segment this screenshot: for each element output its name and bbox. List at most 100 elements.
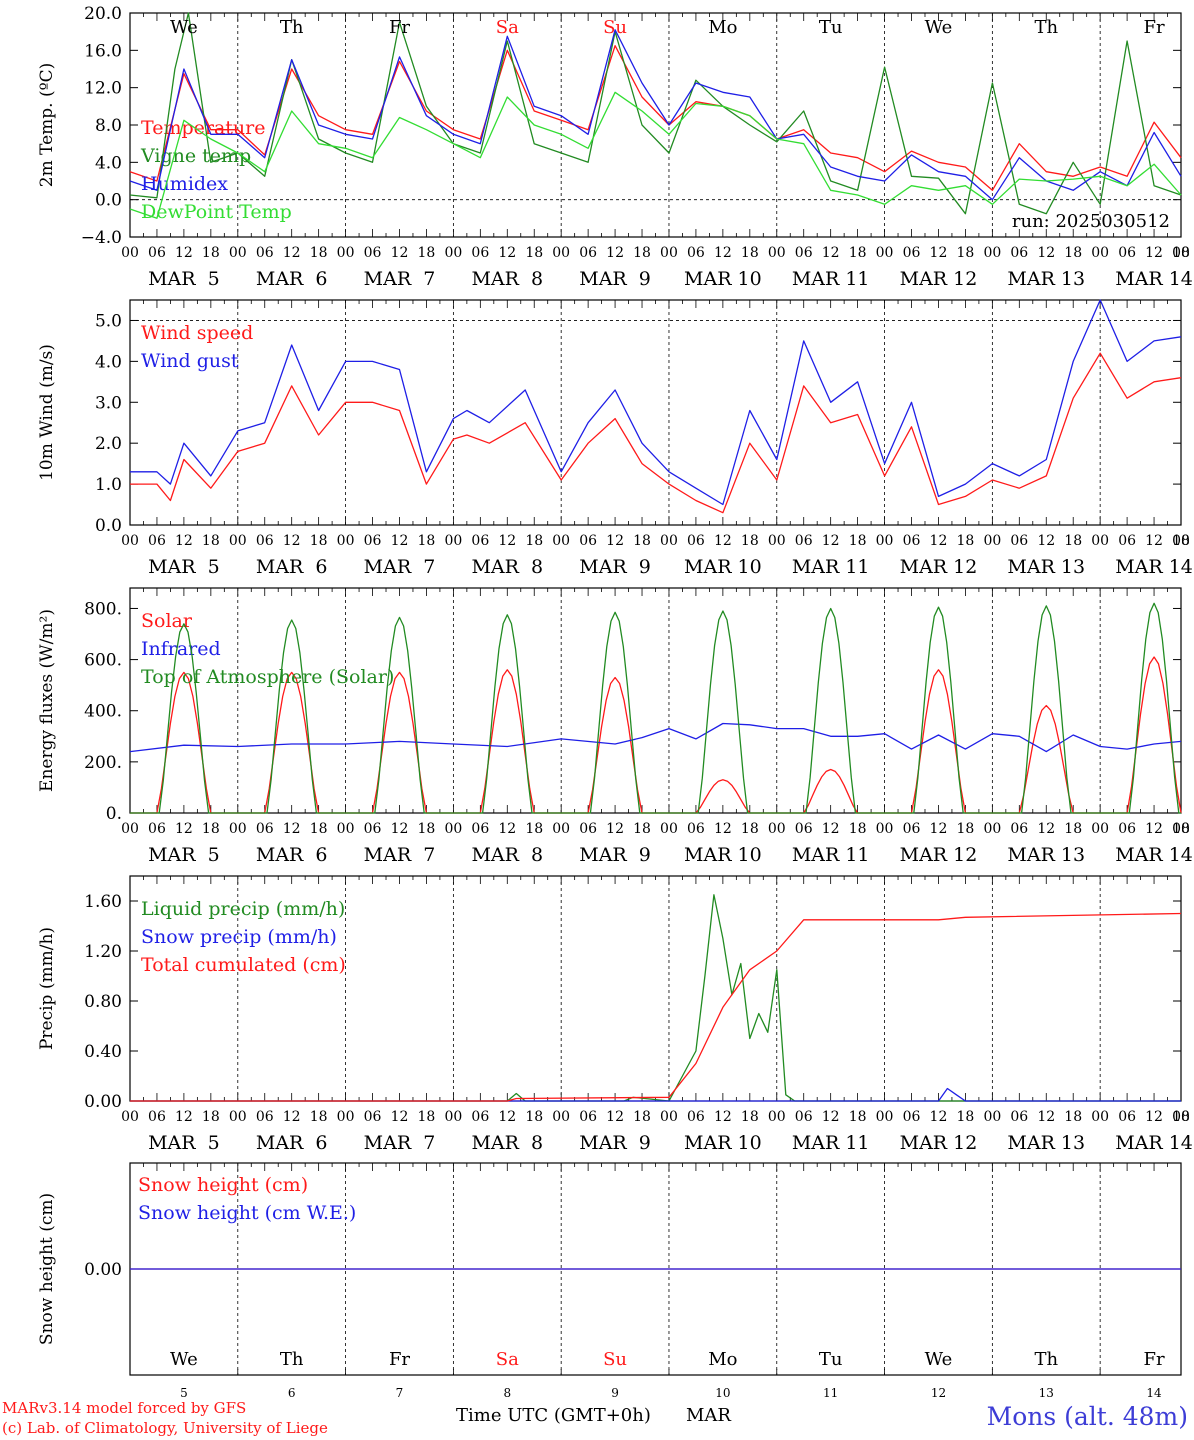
run-label: run: 2025030512	[1012, 211, 1170, 232]
date-label: MAR 10	[684, 268, 762, 290]
weekday-label: Fr	[389, 17, 410, 38]
date-label: MAR 6	[256, 1132, 328, 1154]
date-label: MAR 14	[1115, 556, 1193, 578]
hour-tick-label: 06	[471, 821, 489, 837]
hour-tick-label: 12	[930, 245, 948, 261]
y-tick-label: 12.0	[84, 79, 122, 99]
hour-tick-label: 00	[1172, 1109, 1190, 1125]
day-number-label: 11	[823, 1386, 838, 1400]
hour-tick-label: 18	[1172, 1109, 1190, 1125]
hour-tick-label: 12	[1145, 533, 1163, 549]
date-label: MAR 6	[256, 556, 328, 578]
hour-tick-label: 00	[768, 533, 786, 549]
hour-tick-label: 12	[714, 533, 732, 549]
y-tick-label: 1.60	[84, 892, 122, 912]
hour-tick-label: 18	[956, 821, 974, 837]
weekday-label: Th	[1034, 1349, 1058, 1370]
day-number-label: 9	[611, 1386, 619, 1400]
hour-tick-label: 18	[633, 1109, 651, 1125]
hour-tick-label: 06	[1118, 821, 1136, 837]
hour-tick-label: 06	[1010, 1109, 1028, 1125]
model-credit: MARv3.14 model forced by GFS	[2, 1399, 247, 1417]
series-infrared-line	[129, 722, 1182, 753]
hour-tick-label: 12	[606, 821, 624, 837]
legend-series-dewpoint-temp: DewPoint Temp	[141, 201, 292, 223]
hour-tick-label: 00	[1091, 533, 1109, 549]
hour-tick-label: 12	[1145, 245, 1163, 261]
hour-tick-label: 12	[391, 1109, 409, 1125]
hour-tick-label: 00	[768, 821, 786, 837]
legend-series-top-of-atmosphere-solar: Top of Atmosphere (Solar)	[141, 666, 394, 688]
y-tick-label: 16.0	[84, 41, 122, 61]
hour-tick-label: 18	[418, 533, 436, 549]
hour-tick-label: 00	[552, 533, 570, 549]
hour-tick-label: 18	[849, 245, 867, 261]
series-wind-speed-line	[130, 352, 1182, 514]
y-tick-label: 200.	[84, 753, 122, 773]
date-label: MAR 7	[364, 556, 436, 578]
y-axis-label: Energy fluxes (W/m²)	[37, 609, 57, 792]
hour-tick-label: 00	[444, 1109, 462, 1125]
hour-tick-label: 12	[822, 245, 840, 261]
hour-tick-label: 00	[229, 1109, 247, 1125]
date-label: MAR 5	[148, 556, 220, 578]
hour-tick-label: 12	[175, 1109, 193, 1125]
hour-tick-label: 00	[121, 821, 139, 837]
hour-tick-label: 12	[606, 1109, 624, 1125]
date-label: MAR 9	[579, 1132, 651, 1154]
hour-tick-label: 12	[822, 533, 840, 549]
hour-tick-label: 06	[903, 1109, 921, 1125]
hour-tick-label: 06	[579, 1109, 597, 1125]
hour-tick-label: 00	[337, 533, 355, 549]
day-number-label: 7	[396, 1386, 404, 1400]
hour-tick-label: 00	[121, 245, 139, 261]
weekday-label: We	[925, 17, 953, 38]
hour-tick-label: 06	[364, 1109, 382, 1125]
hour-tick-label: 06	[1118, 245, 1136, 261]
hour-tick-label: 18	[1172, 245, 1190, 261]
series-top-of-atmosphere-solar-line	[130, 602, 1181, 814]
date-label: MAR 9	[579, 844, 651, 866]
y-tick-label: 8.0	[95, 116, 122, 136]
y-tick-label: 0.00	[84, 1092, 122, 1112]
hour-tick-label: 18	[849, 821, 867, 837]
y-axis-label: Snow height (cm)	[37, 1193, 57, 1345]
hour-tick-label: 12	[498, 533, 516, 549]
hour-tick-label: 12	[175, 533, 193, 549]
hour-tick-label: 00	[444, 533, 462, 549]
hour-tick-label: 00	[1172, 821, 1190, 837]
hour-tick-label: 18	[310, 1109, 328, 1125]
series-vigne-temp-line	[129, 12, 1182, 215]
hour-tick-label: 18	[525, 821, 543, 837]
date-label: MAR 12	[900, 556, 978, 578]
date-label: MAR 5	[148, 1132, 220, 1154]
hour-tick-label: 12	[714, 821, 732, 837]
hour-tick-label: 12	[175, 245, 193, 261]
hour-tick-label: 12	[283, 1109, 301, 1125]
hour-tick-label: 18	[741, 533, 759, 549]
hour-tick-label: 12	[1037, 1109, 1055, 1125]
hour-tick-label: 12	[714, 1109, 732, 1125]
hour-tick-label: 18	[633, 821, 651, 837]
date-label: MAR 13	[1007, 1132, 1085, 1154]
y-tick-label: 0.80	[84, 992, 122, 1012]
hour-tick-label: 12	[714, 245, 732, 261]
hour-tick-label: 12	[1037, 533, 1055, 549]
hour-tick-label: 06	[795, 1109, 813, 1125]
date-label: MAR 12	[900, 844, 978, 866]
hour-tick-label: 06	[579, 245, 597, 261]
hour-tick-label: 06	[687, 245, 705, 261]
hour-tick-label: 06	[256, 245, 274, 261]
hour-tick-label: 06	[687, 533, 705, 549]
hour-tick-label: 12	[930, 821, 948, 837]
legend-series-snow-height-cm-w-e: Snow height (cm W.E.)	[138, 1202, 356, 1224]
date-label: MAR 5	[148, 268, 220, 290]
x-axis-month: MAR	[686, 1405, 731, 1426]
hour-tick-label: 12	[391, 821, 409, 837]
panel-wind: 5.0 4.0 3.0 2.0 1.0 0.0 10m Wind (m/s) Wind spe…	[37, 299, 1193, 578]
hour-tick-label: 00	[552, 1109, 570, 1125]
legend-series-wind-gust: Wind gust	[141, 350, 239, 372]
weekday-label: Sa	[496, 1349, 519, 1370]
date-label: MAR 10	[684, 844, 762, 866]
hour-tick-label: 18	[202, 821, 220, 837]
